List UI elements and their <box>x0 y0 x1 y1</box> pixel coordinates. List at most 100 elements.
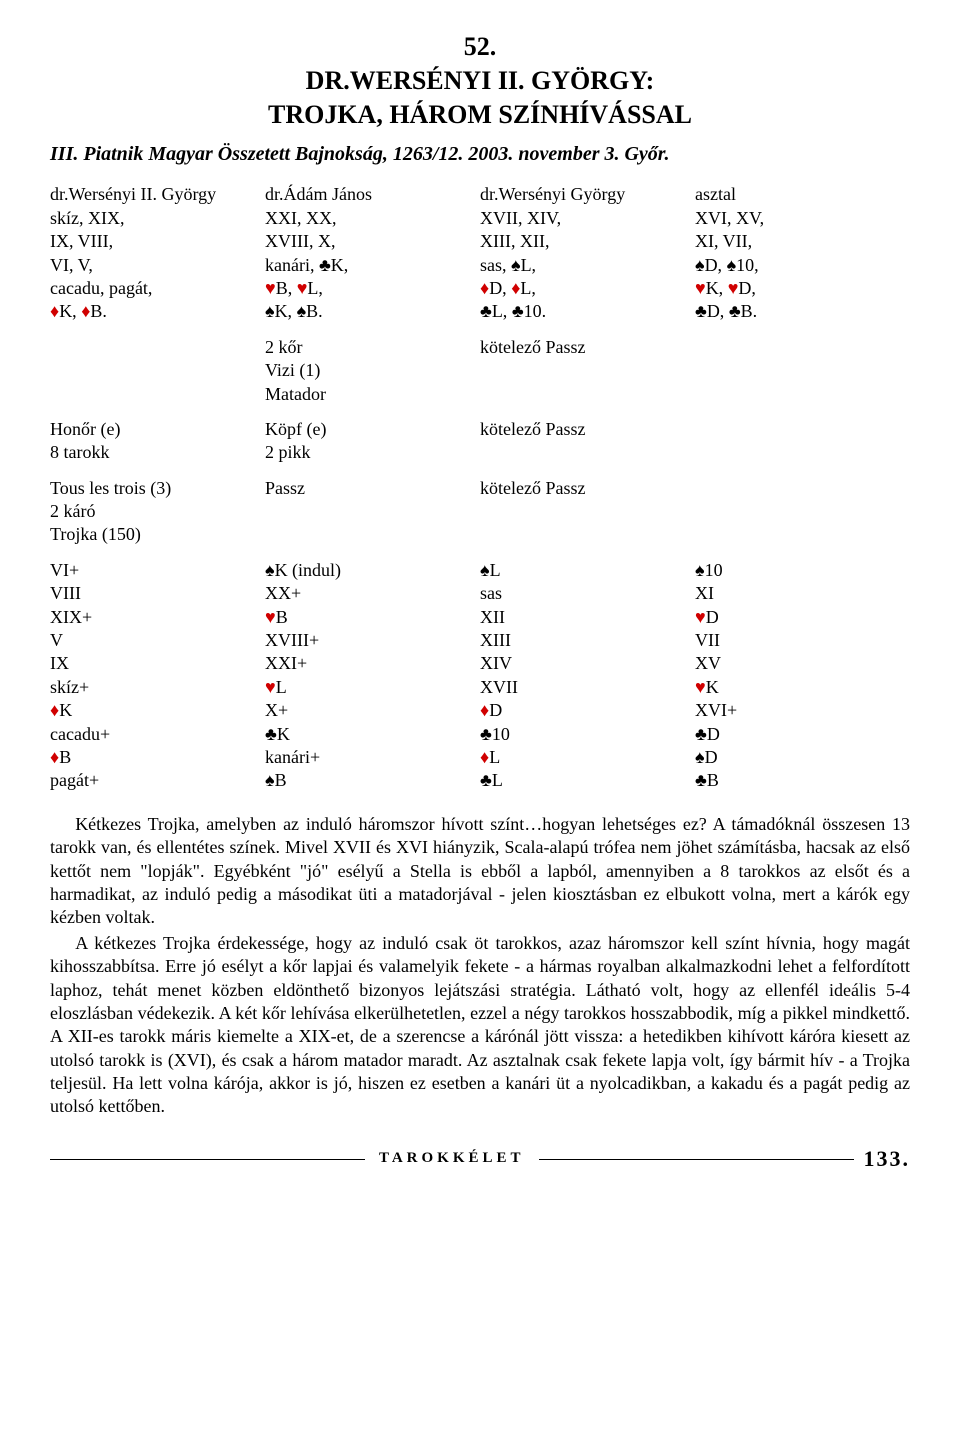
heart-icon: ♥ <box>695 278 706 298</box>
club-icon: ♣ <box>695 301 707 321</box>
body-text: Kétkezes Trojka, amelyben az induló háro… <box>50 813 910 1119</box>
club-icon: ♣ <box>265 724 277 744</box>
heart-icon: ♥ <box>695 677 706 697</box>
spade-icon: ♠ <box>511 255 521 275</box>
club-icon: ♣ <box>729 301 741 321</box>
trick-cell: XII <box>480 606 695 629</box>
hand-line: ♦D, ♦L, <box>480 277 695 300</box>
body-paragraph: Kétkezes Trojka, amelyben az induló háro… <box>50 813 910 930</box>
diamond-icon: ♦ <box>50 747 59 767</box>
trick-column: ♠K (indul)XX+♥BXVIII+XXI+♥LX+♣Kkanári+♠B <box>265 559 480 793</box>
bidding-line: Köpf (e) <box>265 418 480 441</box>
bidding-cell: Tous les trois (3)2 káróTrojka (150) <box>50 477 265 547</box>
spade-icon: ♠ <box>265 301 275 321</box>
diamond-icon: ♦ <box>50 301 59 321</box>
hand-line: cacadu, pagát, <box>50 277 265 300</box>
club-icon: ♣ <box>480 301 492 321</box>
hand-line: XVI, XV, <box>695 207 910 230</box>
trick-cell: XX+ <box>265 582 480 605</box>
player-name: dr.Wersényi György <box>480 183 695 206</box>
spade-icon: ♠ <box>695 560 705 580</box>
heart-icon: ♥ <box>265 278 276 298</box>
trick-cell: XVI+ <box>695 699 910 722</box>
hand-line: XIII, XII, <box>480 230 695 253</box>
trick-cell: ♦B <box>50 746 265 769</box>
bidding-line: kötelező Passz <box>480 418 695 441</box>
club-icon: ♣ <box>480 770 492 790</box>
hand-line: ♣L, ♣10. <box>480 300 695 323</box>
club-icon: ♣ <box>319 255 331 275</box>
trick-cell: XVII <box>480 676 695 699</box>
trick-cell: skíz+ <box>50 676 265 699</box>
bidding-line: kötelező Passz <box>480 477 695 500</box>
club-icon: ♣ <box>512 301 524 321</box>
hand-column: dr.Ádám JánosXXI, XX,XVIII, X,kanári, ♣K… <box>265 183 480 323</box>
trick-cell: kanári+ <box>265 746 480 769</box>
footer-rule-left <box>50 1159 365 1160</box>
hand-column: dr.Wersényi GyörgyXVII, XIV,XIII, XII,sa… <box>480 183 695 323</box>
hand-line: ♦K, ♦B. <box>50 300 265 323</box>
bidding-cell <box>695 336 910 406</box>
trick-cell: ♠B <box>265 769 480 792</box>
page-number: 133. <box>854 1145 911 1174</box>
bidding-cell <box>695 418 910 465</box>
bidding-cell: Passz <box>265 477 480 547</box>
body-paragraph: A kétkezes Trojka érdekessége, hogy az i… <box>50 932 910 1119</box>
bidding-line: 2 kőr <box>265 336 480 359</box>
club-icon: ♣ <box>695 770 707 790</box>
trick-cell: VIII <box>50 582 265 605</box>
title-line-2: TROJKA, HÁROM SZÍNHÍVÁSSAL <box>50 98 910 132</box>
spade-icon: ♠ <box>727 255 737 275</box>
player-name: dr.Wersényi II. György <box>50 183 265 206</box>
hand-line: ♣D, ♣B. <box>695 300 910 323</box>
bidding-line: Vizi (1) <box>265 359 480 382</box>
bidding-row: Honőr (e)8 tarokkKöpf (e)2 pikkkötelező … <box>50 418 910 465</box>
hand-line: ♠D, ♠10, <box>695 254 910 277</box>
trick-cell: V <box>50 629 265 652</box>
diamond-icon: ♦ <box>511 278 520 298</box>
trick-column: ♠10XI♥DVIIXV♥KXVI+♣D♠D♣B <box>695 559 910 793</box>
title-block: 52. DR.WERSÉNYI II. GYÖRGY: TROJKA, HÁRO… <box>50 30 910 131</box>
trick-cell: pagát+ <box>50 769 265 792</box>
trick-cell: sas <box>480 582 695 605</box>
trick-cell: cacadu+ <box>50 723 265 746</box>
footer: TAROKKÉLET 133. <box>50 1145 910 1174</box>
spade-icon: ♠ <box>695 255 705 275</box>
spade-icon: ♠ <box>265 770 275 790</box>
bidding-line: Tous les trois (3) <box>50 477 265 500</box>
diamond-icon: ♦ <box>480 747 489 767</box>
hand-line: XVIII, X, <box>265 230 480 253</box>
bidding-line: 2 káró <box>50 500 265 523</box>
diamond-icon: ♦ <box>81 301 90 321</box>
heart-icon: ♥ <box>728 278 739 298</box>
heart-icon: ♥ <box>695 607 706 627</box>
hands-table: dr.Wersényi II. Györgyskíz, XIX,IX, VIII… <box>50 183 910 323</box>
footer-title: TAROKKÉLET <box>365 1149 539 1169</box>
trick-cell: XIV <box>480 652 695 675</box>
bidding-cell <box>695 477 910 547</box>
trick-cell: ♣D <box>695 723 910 746</box>
club-icon: ♣ <box>695 724 707 744</box>
trick-cell: ♠10 <box>695 559 910 582</box>
player-name: asztal <box>695 183 910 206</box>
trick-cell: ♥B <box>265 606 480 629</box>
trick-cell: XVIII+ <box>265 629 480 652</box>
heart-icon: ♥ <box>297 278 308 298</box>
bidding-line: 2 pikk <box>265 441 480 464</box>
bidding-cell: kötelező Passz <box>480 336 695 406</box>
footer-rule-right <box>539 1159 854 1160</box>
diamond-icon: ♦ <box>480 700 489 720</box>
bidding-row: Tous les trois (3)2 káróTrojka (150)Pass… <box>50 477 910 547</box>
trick-cell: XI <box>695 582 910 605</box>
trick-cell: ♠L <box>480 559 695 582</box>
trick-cell: ♣K <box>265 723 480 746</box>
bidding-cell: Köpf (e)2 pikk <box>265 418 480 465</box>
trick-cell: ♦K <box>50 699 265 722</box>
trick-cell: ♦L <box>480 746 695 769</box>
trick-cell: VI+ <box>50 559 265 582</box>
bidding-line: Trojka (150) <box>50 523 265 546</box>
bidding-cell: Honőr (e)8 tarokk <box>50 418 265 465</box>
trick-column: VI+VIIIXIX+VIXskíz+♦Kcacadu+♦Bpagát+ <box>50 559 265 793</box>
trick-cell: ♣10 <box>480 723 695 746</box>
diamond-icon: ♦ <box>50 700 59 720</box>
